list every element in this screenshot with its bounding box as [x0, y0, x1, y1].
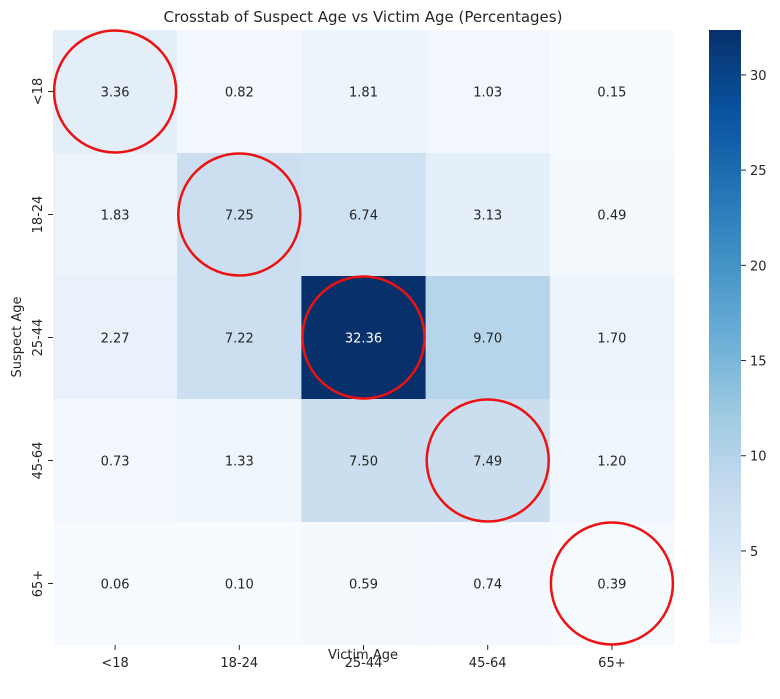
cell-value-label: 3.13 — [473, 209, 502, 224]
cell-value-label: 1.20 — [597, 455, 626, 470]
heatmap-cell — [53, 153, 178, 277]
heatmap-cell — [425, 30, 551, 154]
heatmap-cell — [53, 30, 178, 154]
cell-value-labels: 3.36 0.82 1.81 1.03 0.15 1.83 7.25 6.74 3.13 0.49… — [101, 86, 627, 593]
heatmap-cell — [301, 30, 427, 154]
colorbar — [709, 30, 741, 645]
heatmap-cell — [549, 276, 675, 400]
heatmap-cell — [177, 399, 302, 523]
cell-value-label: 6.74 — [349, 209, 378, 224]
chart-title: Crosstab of Suspect Age vs Victim Age (P… — [164, 8, 563, 26]
heatmap-cell — [301, 522, 427, 646]
cell-value-label: 1.03 — [473, 86, 502, 101]
cell-value-label: 7.25 — [225, 209, 254, 224]
highlight-circle — [425, 398, 550, 523]
y-tick-label: 25-44 — [31, 319, 46, 357]
heatmap-cell — [177, 276, 302, 400]
heatmap-cell — [301, 153, 427, 277]
cell-value-label: 0.39 — [597, 578, 626, 593]
heatmap-cell — [425, 276, 551, 400]
cell-value-label: 2.27 — [101, 332, 130, 347]
cell-value-label: 0.82 — [225, 86, 254, 101]
x-axis-ticks: <18 18-24 25-44 45-64 65+ — [101, 645, 626, 671]
heatmap-cell — [177, 30, 302, 154]
diagonal-highlight-circles — [52, 29, 675, 646]
x-tick-label: 45-64 — [469, 656, 507, 671]
cell-value-label: 0.06 — [101, 578, 130, 593]
y-tick-label: <18 — [31, 78, 46, 105]
heatmap-cell — [549, 399, 675, 523]
highlight-circle — [549, 521, 675, 646]
cell-value-label: 1.70 — [597, 332, 626, 347]
heatmap-cell — [549, 522, 675, 646]
heatmap-cell — [301, 276, 427, 400]
cell-value-label: 0.74 — [473, 578, 502, 593]
heatmap-cell — [549, 153, 675, 277]
heatmap-cell — [549, 30, 675, 154]
cell-value-label: 32.36 — [345, 332, 382, 347]
y-tick-label: 65+ — [31, 570, 46, 597]
highlight-circle — [301, 275, 426, 400]
cell-value-label: 7.22 — [225, 332, 254, 347]
y-tick-label: 45-64 — [31, 442, 46, 480]
heatmap-cell — [53, 399, 178, 523]
cell-value-label: 7.50 — [349, 455, 378, 470]
x-tick-label: <18 — [101, 656, 128, 671]
y-tick-label: 18-24 — [31, 196, 46, 234]
heatmap-cells — [53, 30, 675, 646]
x-tick-label: 18-24 — [220, 656, 258, 671]
colorbar-tick-label: 10 — [750, 450, 767, 465]
colorbar-tick-label: 5 — [750, 545, 758, 560]
cell-value-label: 1.81 — [349, 86, 378, 101]
cell-value-label: 0.73 — [101, 455, 130, 470]
x-tick-label: 65+ — [598, 656, 625, 671]
cell-value-label: 3.36 — [101, 86, 130, 101]
highlight-circle — [52, 29, 178, 154]
highlight-circle — [177, 152, 302, 277]
cell-value-label: 1.83 — [101, 209, 130, 224]
y-axis-ticks: <18 18-24 25-44 45-64 65+ — [31, 78, 53, 597]
x-axis-label: Victim Age — [328, 648, 398, 663]
heatmap-cell — [177, 522, 302, 646]
heatmap-cell — [53, 522, 178, 646]
colorbar-tick-label: 30 — [750, 69, 767, 84]
colorbar-ticks: 5 10 15 20 25 30 — [741, 69, 767, 560]
heatmap-cell — [177, 153, 302, 277]
cell-value-label: 0.59 — [349, 578, 378, 593]
cell-value-label: 1.33 — [225, 455, 254, 470]
heatmap-cell — [425, 153, 551, 277]
y-axis-label: Suspect Age — [10, 296, 25, 377]
heatmap-cell — [425, 522, 551, 646]
colorbar-tick-label: 20 — [750, 259, 767, 274]
colorbar-tick-label: 25 — [750, 164, 767, 179]
heatmap-cell — [425, 399, 551, 523]
cell-value-label: 0.10 — [225, 578, 254, 593]
cell-value-label: 0.15 — [597, 86, 626, 101]
heatmap-cell — [53, 276, 178, 400]
cell-value-label: 7.49 — [473, 455, 502, 470]
heatmap-cell — [301, 399, 427, 523]
x-tick-label: 25-44 — [345, 656, 383, 671]
colorbar-tick-label: 15 — [750, 355, 767, 370]
cell-value-label: 0.49 — [597, 209, 626, 224]
cell-value-label: 9.70 — [473, 332, 502, 347]
